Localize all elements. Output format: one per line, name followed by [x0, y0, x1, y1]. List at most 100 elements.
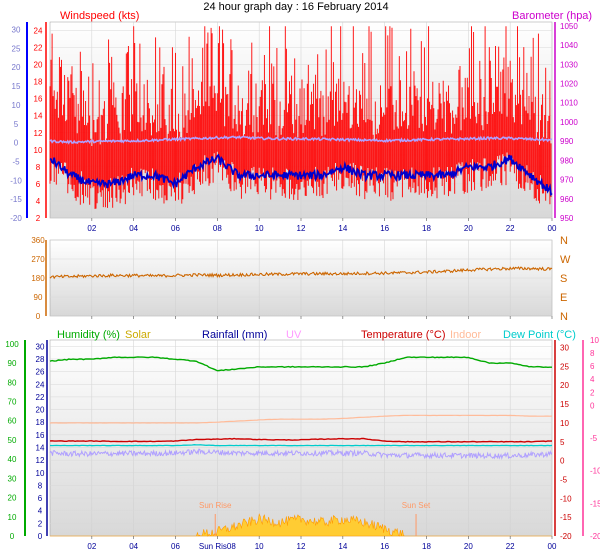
panel3-xtick-label: 18 — [422, 542, 431, 551]
panel3-humidity-tick-label: 30 — [8, 474, 17, 483]
panel1-xtick-label: 20 — [464, 224, 473, 233]
panel3-uv-tick-label: -15 — [590, 499, 600, 508]
panel1-inner-left-tick-label: 4 — [36, 197, 41, 206]
panel1-outer-left-tick-label: 30 — [12, 26, 21, 35]
wind-direction-line — [49, 266, 553, 280]
panel3-temp-tick-label: 30 — [560, 344, 569, 353]
legend-label: Solar — [125, 329, 151, 341]
panel3-humidity-tick-label: 40 — [8, 455, 17, 464]
panel3-xtick-label: 16 — [380, 542, 389, 551]
panel1-right-tick-label: 980 — [560, 156, 574, 165]
panel3-uv-tick-label: 6 — [590, 362, 595, 371]
panel1-xtick-label: 14 — [338, 224, 347, 233]
panel3-temp-tick-label: 5 — [560, 438, 565, 447]
barometer-line — [49, 135, 553, 145]
compass-label: E — [560, 292, 567, 304]
legend-label: Dew Point (°C) — [503, 329, 576, 341]
compass-label: S — [560, 273, 567, 285]
panel3-humidity-tick-label: 60 — [8, 417, 17, 426]
panel1-inner-left-tick-label: 14 — [34, 112, 43, 121]
panel1-xtick-label: 02 — [87, 224, 96, 233]
legend-label: Indoor — [450, 329, 482, 341]
panel1-right-tick-label: 960 — [560, 195, 574, 204]
sun-event-label: Sun Set — [402, 501, 431, 510]
panel3-xtick-label: 14 — [338, 542, 347, 551]
panel3-rain-tick-label: 16 — [36, 431, 45, 440]
panel3-rain-tick-label: 0 — [38, 532, 43, 541]
panel1-inner-left-tick-label: 2 — [36, 214, 41, 223]
panel3-rain-tick-label: 8 — [38, 481, 43, 490]
panel3-humidity-tick-label: 50 — [8, 436, 17, 445]
panel1-xtick-label: 00 — [548, 224, 557, 233]
panel1-right-tick-label: 1040 — [560, 41, 578, 50]
panel3-xtick-label: 00 — [548, 542, 557, 551]
panel1-outer-left-tick-label: 15 — [12, 82, 21, 91]
panel1-outer-left-tick-label: 25 — [12, 44, 21, 53]
panel3-rain-tick-label: 22 — [36, 393, 45, 402]
panel3-temp-tick-label: -10 — [560, 494, 572, 503]
panel1-inner-left-tick-label: 18 — [34, 78, 43, 87]
panel2-tick-label: 180 — [31, 274, 45, 283]
panel3-humidity-tick-label: 0 — [10, 532, 15, 541]
panel2-tick-label: 360 — [31, 236, 45, 245]
panel1-outer-left-tick-label: 0 — [14, 139, 19, 148]
panel3-xtick-label: 22 — [506, 542, 515, 551]
panel1-xtick-label: 18 — [422, 224, 431, 233]
panel3-temp-tick-label: -15 — [560, 513, 572, 522]
panel1-right-tick-label: 1030 — [560, 60, 578, 69]
panel1-xtick-label: 12 — [297, 224, 306, 233]
panel1-xtick-label: 10 — [255, 224, 264, 233]
panel1-outer-left-tick-label: 5 — [14, 120, 19, 129]
panel3-rain-tick-label: 24 — [36, 380, 45, 389]
sun-event-label: Sun Rise — [199, 501, 232, 510]
panel1-inner-left-tick-label: 22 — [34, 44, 43, 53]
panel3-rain-tick-label: 6 — [38, 494, 43, 503]
panel1-outer-left-tick-label: -10 — [10, 176, 22, 185]
panel3-uv-tick-label: 4 — [590, 375, 595, 384]
panel3-rain-tick-label: 4 — [38, 507, 43, 516]
axes-layer — [24, 22, 584, 539]
series-layer — [49, 26, 553, 537]
panel3-uv-tick-label: -5 — [590, 434, 598, 443]
panel3-rain-tick-label: 28 — [36, 355, 45, 364]
panel1-right-tick-label: 1020 — [560, 79, 578, 88]
panel3-rain-tick-label: 2 — [38, 519, 43, 528]
panel1-right-tick-label: 950 — [560, 214, 574, 223]
panel3-rain-tick-label: 18 — [36, 418, 45, 427]
panel3-humidity-tick-label: 100 — [5, 340, 19, 349]
panel1-right-tick-label: 990 — [560, 137, 574, 146]
panel3-temp-tick-label: 15 — [560, 400, 569, 409]
panel3-humidity-tick-label: 70 — [8, 397, 17, 406]
panel3-rain-tick-label: 26 — [36, 368, 45, 377]
panel1-inner-left-tick-label: 10 — [34, 146, 43, 155]
panel1-outer-left-tick-label: -20 — [10, 214, 22, 223]
panel3-xtick-label: 12 — [297, 542, 306, 551]
panel1-right-tick-label: 1050 — [560, 22, 578, 31]
legend-label: Rainfall (mm) — [202, 329, 267, 341]
panel3-xtick-label: 04 — [129, 542, 138, 551]
panel3-humidity-tick-label: 10 — [8, 513, 17, 522]
indoor-temperature-line — [49, 414, 553, 424]
panel3-uv-tick-label: 8 — [590, 349, 595, 358]
panel1-outer-left-tick-label: 10 — [12, 101, 21, 110]
panel1-outer-left-tick-label: 20 — [12, 63, 21, 72]
panel1-xtick-label: 22 — [506, 224, 515, 233]
panel1-inner-left-tick-label: 20 — [34, 61, 43, 70]
compass-label: W — [560, 254, 571, 266]
panel3-xtick-label: 20 — [464, 542, 473, 551]
panel3-uv-tick-label: 2 — [590, 388, 595, 397]
uv-band-line — [49, 448, 553, 461]
legend-label: UV — [286, 329, 302, 341]
panel3-rain-tick-label: 14 — [36, 443, 45, 452]
panel3-rain-tick-label: 30 — [36, 342, 45, 351]
chart-title: 24 hour graph day : 16 February 2014 — [203, 1, 388, 13]
panel1-right-tick-label: 1010 — [560, 99, 578, 108]
panel1-inner-left-tick-label: 24 — [34, 27, 43, 36]
panel3-uv-tick-label: -10 — [590, 467, 600, 476]
panel1-inner-left-tick-label: 6 — [36, 180, 41, 189]
panel3-humidity-tick-label: 80 — [8, 378, 17, 387]
panel1-inner-left-tick-label: 8 — [36, 163, 41, 172]
panel1-outer-left-tick-label: -5 — [12, 157, 20, 166]
